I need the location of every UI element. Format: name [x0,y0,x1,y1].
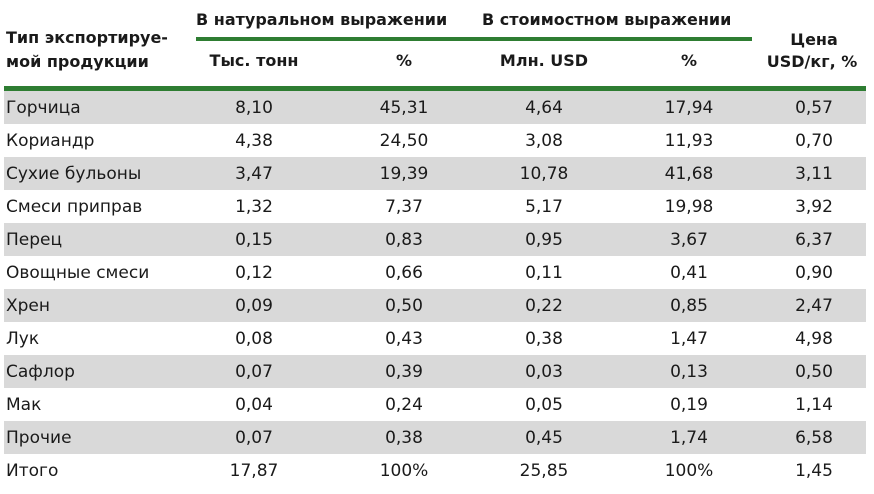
natural-pct-subheader: % [395,51,413,70]
natural-pct-cell: 0,24 [385,394,423,415]
usd-cell: 25,85 [519,460,569,481]
product-name-cell: Итого [6,460,59,481]
usd-cell: 0,38 [525,328,563,349]
tons-cell: 8,10 [235,97,273,118]
usd-cell: 0,22 [525,295,563,316]
value-pct-cell: 0,13 [670,361,708,382]
usd-cell: 0,95 [525,229,563,250]
table-row: Смеси приправ 1,32 7,37 5,17 19,98 3,92 [4,190,866,223]
natural-pct-cell: 0,83 [385,229,423,250]
tons-cell: 0,15 [235,229,273,250]
natural-pct-cell: 0,39 [385,361,423,382]
value-pct-cell: 0,19 [670,394,708,415]
table-row: Сафлор 0,07 0,39 0,03 0,13 0,50 [4,355,866,388]
price-cell: 1,14 [795,394,833,415]
product-name-cell: Сухие бульоны [6,163,142,184]
natural-pct-cell: 0,50 [385,295,423,316]
tons-cell: 0,07 [235,361,273,382]
natural-pct-cell: 19,39 [379,163,429,184]
tons-cell: 0,12 [235,262,273,283]
natural-group-header: В натуральном выражении [196,10,448,29]
natural-pct-cell: 7,37 [385,196,423,217]
natural-pct-cell: 100% [379,460,429,481]
natural-pct-cell: 45,31 [379,97,429,118]
usd-subheader: Млн. USD [499,51,589,70]
value-pct-cell: 1,47 [670,328,708,349]
tons-cell: 0,09 [235,295,273,316]
product-name-cell: Смеси приправ [6,196,143,217]
natural-pct-cell: 0,38 [385,427,423,448]
usd-cell: 5,17 [525,196,563,217]
table-row: Хрен 0,09 0,50 0,22 0,85 2,47 [4,289,866,322]
header-divider [4,86,866,91]
product-name-cell: Лук [6,328,40,349]
tons-cell: 0,08 [235,328,273,349]
price-cell: 6,37 [795,229,833,250]
value-pct-cell: 11,93 [664,130,714,151]
export-table: Тип экспортируе- мой продукции В натурал… [4,0,866,494]
value-pct-cell: 41,68 [664,163,714,184]
price-cell: 3,11 [795,163,833,184]
table-row: Овощные смеси 0,12 0,66 0,11 0,41 0,90 [4,256,866,289]
table-row: Кориандр 4,38 24,50 3,08 11,93 0,70 [4,124,866,157]
product-name-cell: Хрен [6,295,51,316]
price-column-header-line1: Цена [790,30,838,49]
table-row: Прочие 0,07 0,38 0,45 1,74 6,58 [4,421,866,454]
tons-cell: 4,38 [235,130,273,151]
price-cell: 3,92 [795,196,833,217]
tons-cell: 1,32 [235,196,273,217]
table-row: Сухие бульоны 3,47 19,39 10,78 41,68 3,11 [4,157,866,190]
value-pct-subheader: % [680,51,698,70]
value-pct-cell: 0,41 [670,262,708,283]
price-cell: 0,70 [795,130,833,151]
usd-cell: 10,78 [519,163,569,184]
value-pct-cell: 3,67 [670,229,708,250]
type-column-header-line1: Тип экспортируе- [6,28,168,47]
usd-cell: 0,03 [525,361,563,382]
table-row: Итого 17,87 100% 25,85 100% 1,45 [4,454,866,487]
tons-cell: 0,07 [235,427,273,448]
table-body: Горчица 8,10 45,31 4,64 17,94 0,57 Кориандр 4,3… [4,91,866,487]
product-name-cell: Сафлор [6,361,75,382]
price-cell: 1,45 [795,460,833,481]
tons-cell: 0,04 [235,394,273,415]
value-pct-cell: 100% [664,460,714,481]
tons-cell: 17,87 [229,460,279,481]
price-cell: 0,90 [795,262,833,283]
value-pct-cell: 0,85 [670,295,708,316]
usd-cell: 3,08 [525,130,563,151]
value-group-header: В стоимостном выражении [482,10,732,29]
price-cell: 4,98 [795,328,833,349]
product-name-cell: Перец [6,229,63,250]
table-row: Горчица 8,10 45,31 4,64 17,94 0,57 [4,91,866,124]
usd-cell: 0,05 [525,394,563,415]
price-cell: 0,57 [795,97,833,118]
value-pct-cell: 19,98 [664,196,714,217]
table-row: Лук 0,08 0,43 0,38 1,47 4,98 [4,322,866,355]
price-column-header-line2: USD/кг, % [766,52,858,71]
price-cell: 6,58 [795,427,833,448]
table-row: Перец 0,15 0,83 0,95 3,67 6,37 [4,223,866,256]
product-name-cell: Овощные смеси [6,262,150,283]
value-pct-cell: 1,74 [670,427,708,448]
price-cell: 0,50 [795,361,833,382]
type-column-header-line2: мой продукции [6,52,149,71]
usd-cell: 0,11 [525,262,563,283]
usd-cell: 4,64 [525,97,563,118]
usd-cell: 0,45 [525,427,563,448]
natural-pct-cell: 0,66 [385,262,423,283]
product-name-cell: Горчица [6,97,81,118]
tons-subheader: Тыс. тонн [209,51,299,70]
product-name-cell: Прочие [6,427,72,448]
product-name-cell: Кориандр [6,130,95,151]
value-pct-cell: 17,94 [664,97,714,118]
tons-cell: 3,47 [235,163,273,184]
product-name-cell: Мак [6,394,42,415]
group-underline [196,37,752,41]
price-cell: 2,47 [795,295,833,316]
natural-pct-cell: 24,50 [379,130,429,151]
table-row: Мак 0,04 0,24 0,05 0,19 1,14 [4,388,866,421]
natural-pct-cell: 0,43 [385,328,423,349]
